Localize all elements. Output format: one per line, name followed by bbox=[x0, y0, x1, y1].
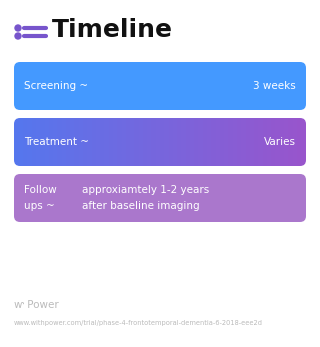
Text: Varies: Varies bbox=[264, 137, 296, 147]
Text: www.withpower.com/trial/phase-4-frontotemporal-dementia-6-2018-eee2d: www.withpower.com/trial/phase-4-frontote… bbox=[14, 320, 263, 326]
Text: Timeline: Timeline bbox=[52, 18, 173, 42]
Text: ups ~: ups ~ bbox=[24, 201, 55, 211]
Text: Treatment ~: Treatment ~ bbox=[24, 137, 89, 147]
Text: Follow: Follow bbox=[24, 185, 57, 195]
FancyBboxPatch shape bbox=[14, 62, 306, 110]
Text: approxiamtely 1-2 years: approxiamtely 1-2 years bbox=[82, 185, 209, 195]
Text: after baseline imaging: after baseline imaging bbox=[82, 201, 200, 211]
Circle shape bbox=[15, 25, 21, 31]
Text: Screening ~: Screening ~ bbox=[24, 81, 88, 91]
Circle shape bbox=[15, 33, 21, 39]
Text: 3 weeks: 3 weeks bbox=[253, 81, 296, 91]
FancyBboxPatch shape bbox=[14, 174, 306, 222]
Text: ⱳ Power: ⱳ Power bbox=[14, 300, 59, 310]
